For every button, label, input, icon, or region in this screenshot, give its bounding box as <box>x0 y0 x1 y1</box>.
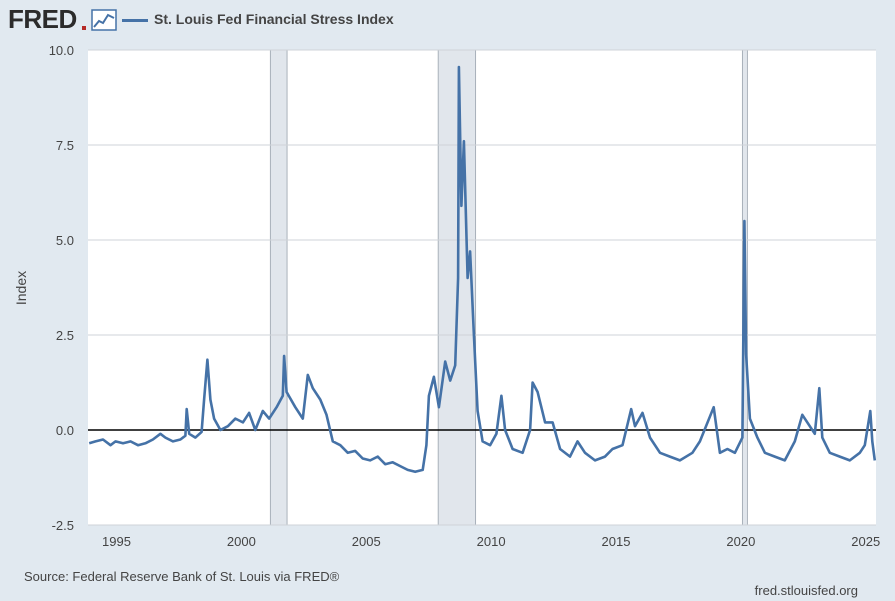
y-tick-label: 0.0 <box>56 423 74 438</box>
x-tick-label: 2000 <box>227 534 256 549</box>
fred-logo[interactable]: FRED <box>8 4 77 34</box>
logo-dot <box>82 26 86 30</box>
y-tick-label: -2.5 <box>52 518 74 533</box>
x-tick-label: 2020 <box>726 534 755 549</box>
x-tick-label: 2015 <box>602 534 631 549</box>
y-axis-label: Index <box>13 271 29 305</box>
recession-band-1 <box>269 49 288 526</box>
y-tick-label: 7.5 <box>56 138 74 153</box>
chart-header: FRED St. Louis Fed Financial Stress Inde… <box>0 0 895 40</box>
x-axis-ticks: 1995 2000 2005 2010 2015 2020 2025 <box>102 534 880 549</box>
y-tick-label: 5.0 <box>56 233 74 248</box>
series-title: St. Louis Fed Financial Stress Index <box>154 11 394 27</box>
site-link[interactable]: fred.stlouisfed.org <box>754 583 858 598</box>
x-tick-label: 2025 <box>851 534 880 549</box>
y-tick-label: 2.5 <box>56 328 74 343</box>
legend-line <box>122 19 148 22</box>
series-line <box>88 65 877 474</box>
graph-icon[interactable] <box>91 9 117 31</box>
source-note[interactable]: Source: Federal Reserve Bank of St. Loui… <box>24 569 340 584</box>
x-tick-label: 2010 <box>477 534 506 549</box>
y-tick-label: 10.0 <box>49 43 74 58</box>
x-tick-label: 1995 <box>102 534 131 549</box>
plot-area <box>88 50 876 525</box>
x-tick-label: 2005 <box>352 534 381 549</box>
y-axis-ticks: -2.5 0.0 2.5 5.0 7.5 10.0 <box>49 43 74 533</box>
